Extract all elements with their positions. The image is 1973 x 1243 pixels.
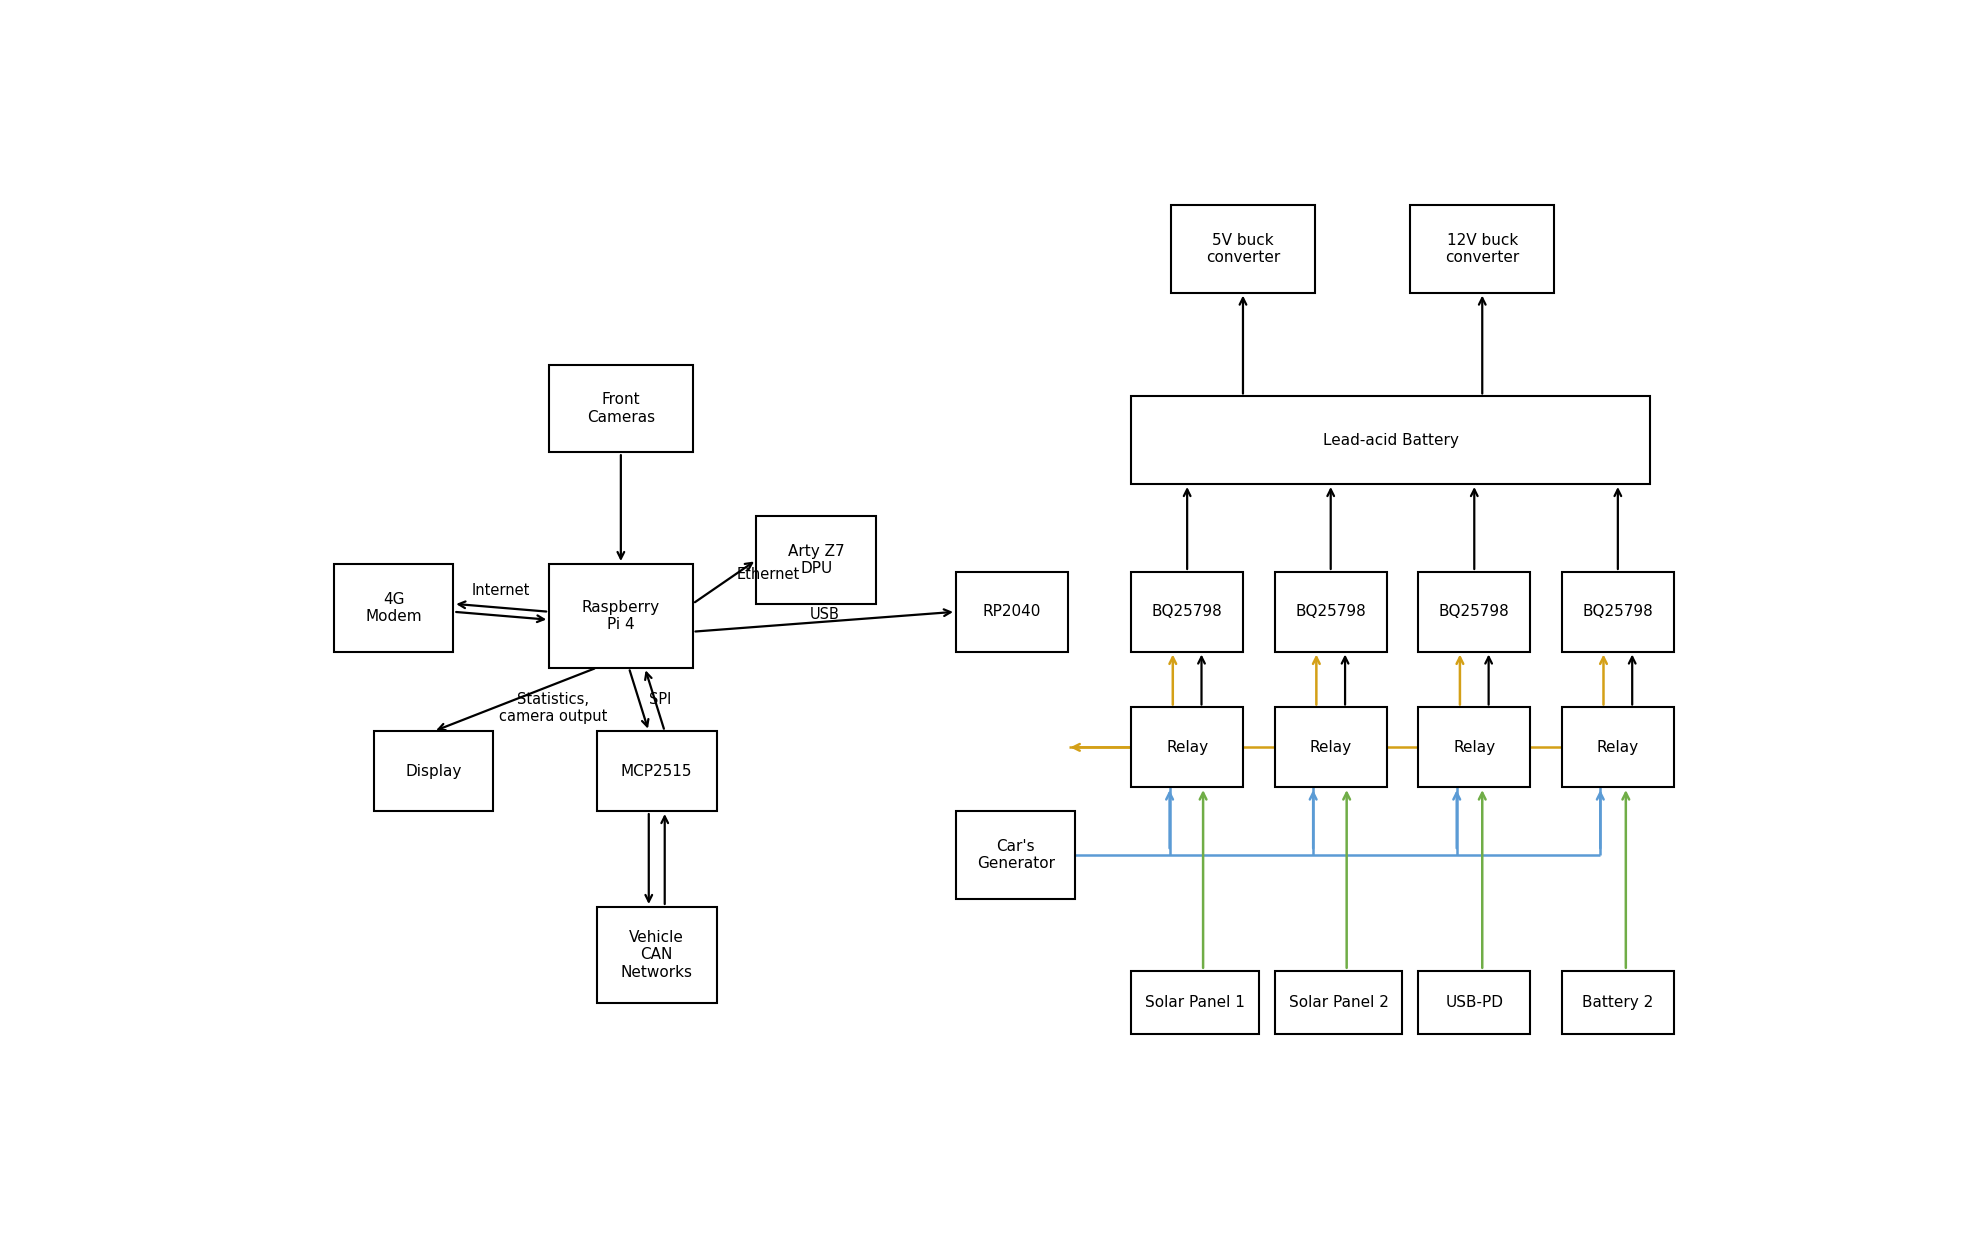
- Bar: [1275, 971, 1401, 1034]
- Bar: [1419, 572, 1529, 651]
- Bar: [1170, 205, 1314, 293]
- Text: Car's
Generator: Car's Generator: [977, 839, 1054, 871]
- Bar: [1275, 707, 1385, 787]
- Bar: [1419, 707, 1529, 787]
- Bar: [756, 516, 876, 604]
- Bar: [596, 731, 716, 812]
- Bar: [1419, 971, 1529, 1034]
- Bar: [955, 572, 1067, 651]
- Text: Relay: Relay: [1166, 740, 1207, 755]
- Text: Raspberry
Pi 4: Raspberry Pi 4: [582, 599, 659, 631]
- Bar: [955, 812, 1075, 899]
- Text: BQ25798: BQ25798: [1150, 604, 1221, 619]
- Bar: [1275, 572, 1385, 651]
- Text: Arty Z7
DPU: Arty Z7 DPU: [787, 543, 844, 576]
- Text: Relay: Relay: [1452, 740, 1496, 755]
- Bar: [548, 564, 693, 667]
- Text: Internet: Internet: [472, 583, 531, 598]
- Text: Display: Display: [404, 763, 462, 779]
- Bar: [1131, 707, 1243, 787]
- Text: 4G
Modem: 4G Modem: [365, 592, 422, 624]
- Text: Statistics,
camera output: Statistics, camera output: [499, 691, 608, 723]
- Text: Relay: Relay: [1308, 740, 1352, 755]
- Bar: [548, 364, 693, 452]
- Text: USB-PD: USB-PD: [1444, 996, 1503, 1011]
- Text: MCP2515: MCP2515: [621, 763, 693, 779]
- Text: 12V buck
converter: 12V buck converter: [1444, 232, 1519, 265]
- Text: Relay: Relay: [1596, 740, 1638, 755]
- Bar: [1131, 397, 1649, 485]
- Text: BQ25798: BQ25798: [1582, 604, 1651, 619]
- Text: BQ25798: BQ25798: [1438, 604, 1509, 619]
- Bar: [333, 564, 454, 651]
- Bar: [1411, 205, 1553, 293]
- Text: Solar Panel 2: Solar Panel 2: [1288, 996, 1387, 1011]
- Text: Vehicle
CAN
Networks: Vehicle CAN Networks: [620, 930, 693, 979]
- Text: SPI: SPI: [649, 692, 671, 707]
- Text: USB: USB: [809, 607, 839, 623]
- Text: Front
Cameras: Front Cameras: [586, 393, 655, 425]
- Text: Lead-acid Battery: Lead-acid Battery: [1322, 433, 1458, 447]
- Bar: [1561, 707, 1673, 787]
- Bar: [1131, 572, 1243, 651]
- Text: BQ25798: BQ25798: [1294, 604, 1365, 619]
- Bar: [373, 731, 493, 812]
- Bar: [596, 907, 716, 1003]
- Text: Ethernet: Ethernet: [736, 567, 799, 582]
- Text: 5V buck
converter: 5V buck converter: [1206, 232, 1279, 265]
- Bar: [1561, 572, 1673, 651]
- Text: RP2040: RP2040: [983, 604, 1040, 619]
- Text: Solar Panel 1: Solar Panel 1: [1144, 996, 1245, 1011]
- Text: Battery 2: Battery 2: [1582, 996, 1653, 1011]
- Bar: [1131, 971, 1259, 1034]
- Bar: [1561, 971, 1673, 1034]
